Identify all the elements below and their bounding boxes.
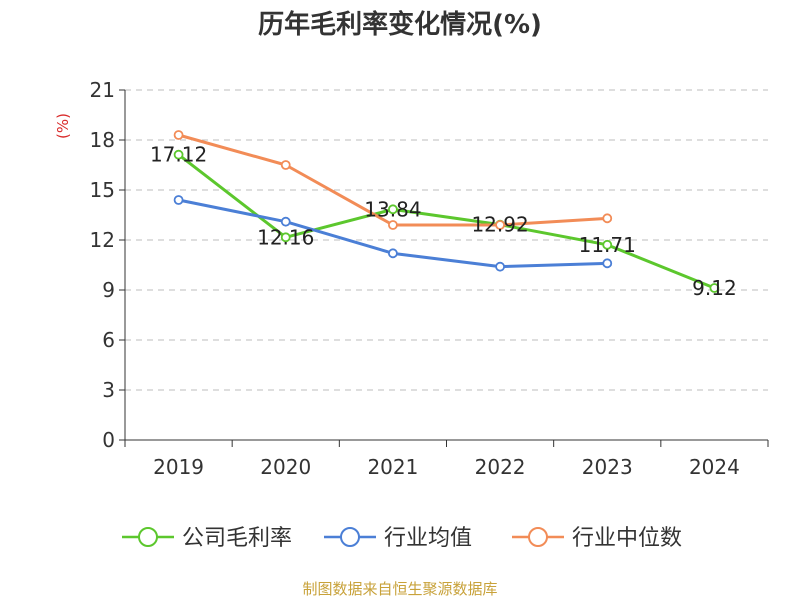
legend-item-0[interactable]: 公司毛利率 [122,526,292,551]
data-point [173,195,184,205]
data-point [280,160,291,170]
data-label: 13.84 [364,197,421,221]
data-point [280,216,291,227]
data-point [709,283,720,293]
data-label: 9.12 [692,276,737,300]
data-point [388,248,398,259]
legend-label: 公司毛利率 [182,526,292,551]
data-label: 12.92 [471,213,528,237]
x-tick-label: 2024 [689,455,740,479]
legend-label: 行业中位数 [572,526,682,551]
chart-title: 历年毛利率变化情况(%) [258,10,542,40]
data-label: 17.12 [150,143,207,167]
legend-marker [528,527,548,547]
source-note: 制图数据来自恒生聚源数据库 [302,580,498,598]
data-point [280,232,291,243]
x-tick-label: 2021 [367,455,418,479]
legend-marker [340,527,360,547]
legend-item-2[interactable]: 行业中位数 [512,526,682,551]
data-point [495,261,505,272]
series-line-0 [177,153,715,290]
x-tick-label: 2020 [260,455,311,479]
legend: 公司毛利率 行业均值 行业中位数 [122,526,682,551]
data-label: 12.16 [257,225,314,249]
data-point [602,239,613,250]
y-tick-label: 9 [102,278,115,302]
data-point [602,258,613,269]
legend-marker [138,527,158,547]
y-tick-label: 6 [102,328,115,352]
x-tick-label: 2019 [153,455,204,479]
y-tick-label: 3 [102,378,115,402]
axes: 0 3 6 9 12 15 18 21 2019 2020 2021 2022 2023 2024 [90,78,769,479]
series-lines [173,130,720,293]
data-labels: 17.12 12.16 13.84 12.92 11.71 9.12 [150,143,737,300]
legend-label: 行业均值 [384,526,472,551]
data-point [173,149,184,160]
data-point [388,220,398,230]
y-axis-label: (%) [54,113,72,139]
data-label: 11.71 [579,233,636,257]
y-tick-label: 18 [90,128,115,152]
y-tick-label: 12 [90,228,115,252]
grid-lines [125,89,768,391]
legend-item-1[interactable]: 行业均值 [324,526,472,551]
x-tick-label: 2022 [475,455,526,479]
y-tick-label: 15 [90,178,115,202]
y-tick-label: 0 [102,428,115,452]
x-tick-label: 2023 [582,455,633,479]
data-point [173,130,184,140]
y-tick-label: 21 [90,78,115,102]
data-point [495,220,505,230]
data-point [602,213,613,224]
data-point [388,204,398,215]
